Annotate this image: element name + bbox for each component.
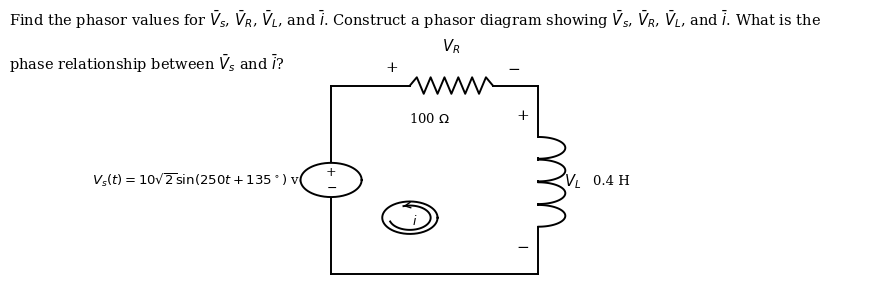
Text: phase relationship between $\bar{V}_s$ and $\bar{i}$?: phase relationship between $\bar{V}_s$ a…: [9, 53, 284, 75]
Text: +: +: [516, 109, 528, 123]
Text: +: +: [385, 61, 399, 75]
Text: $-$: $-$: [325, 181, 337, 194]
Text: $V_R$: $V_R$: [442, 37, 460, 56]
Polygon shape: [382, 201, 438, 234]
Text: +: +: [326, 166, 337, 179]
Text: 100 $\Omega$: 100 $\Omega$: [409, 112, 450, 127]
Text: 0.4 H: 0.4 H: [593, 175, 630, 188]
Text: $i$: $i$: [412, 214, 417, 228]
Text: $-$: $-$: [516, 239, 529, 253]
Text: Find the phasor values for $\bar{V}_s$, $\bar{V}_R$, $\bar{V}_L$, and $\bar{i}$.: Find the phasor values for $\bar{V}_s$, …: [9, 9, 821, 31]
Polygon shape: [301, 163, 362, 197]
Text: $V_L$: $V_L$: [564, 173, 581, 191]
Text: $-$: $-$: [507, 61, 520, 75]
Text: $V_s(t) = 10\sqrt{2}\sin(250t + 135^\circ)$ volts: $V_s(t) = 10\sqrt{2}\sin(250t + 135^\cir…: [92, 171, 324, 189]
